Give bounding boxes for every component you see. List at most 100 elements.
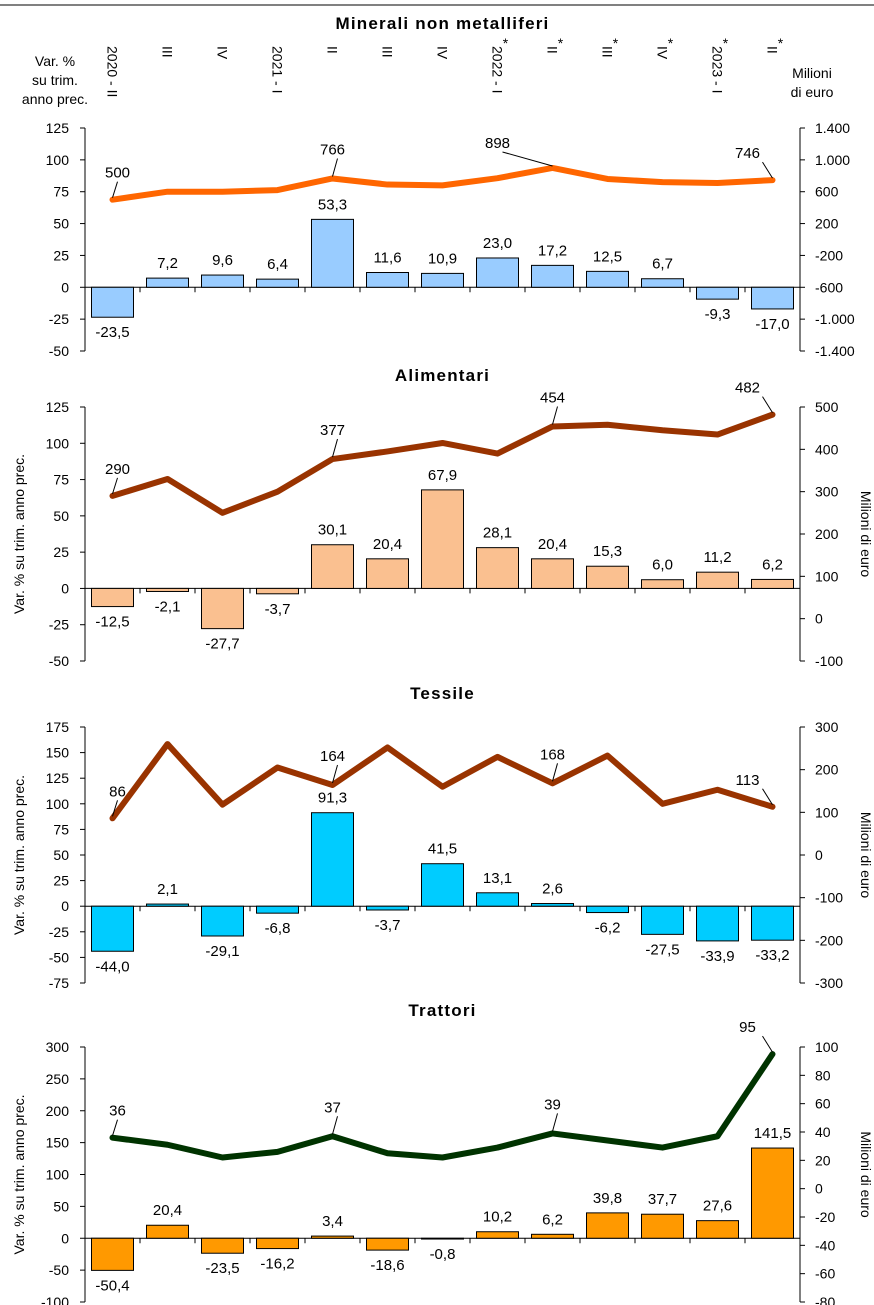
- quarter-label-1: III: [160, 46, 176, 58]
- line-label-leader-2-0: [112, 800, 118, 817]
- bar-0-12: [751, 286, 794, 310]
- right-tick-label-3-8: -60: [815, 1266, 835, 1282]
- bar-2-2: [201, 905, 244, 937]
- bar-label-2-8: 2,6: [542, 881, 563, 898]
- panel-title-0: Minerali non metalliferi: [336, 14, 550, 33]
- line-label-leader-1-2: [552, 406, 558, 425]
- line-label-leader-3-3: [762, 1035, 773, 1053]
- right-tick-label-1-6: -100: [815, 653, 843, 669]
- bar-1-9: [586, 565, 629, 589]
- bar-1-3: [256, 587, 299, 595]
- bar-label-2-1: 2,1: [157, 881, 178, 898]
- line-label-1-2: 454: [540, 389, 565, 406]
- panel-0: Minerali non metalliferi -50 -25 0 25 50 75 100…: [46, 14, 855, 359]
- bar-label-1-3: -3,7: [265, 601, 291, 618]
- bar-label-0-2: 9,6: [212, 252, 233, 269]
- bar-label-3-10: 37,7: [648, 1191, 677, 1208]
- bar-1-1: [146, 587, 189, 592]
- bar-label-0-12: -17,0: [755, 316, 789, 333]
- left-tick-label-0-7: 125: [46, 120, 70, 136]
- right-tick-label-2-0: 300: [815, 719, 839, 735]
- quarter-label-text-5: III: [380, 46, 396, 58]
- header-left-axis-title-1: su trim.: [32, 72, 78, 88]
- panel-title-2: Tessile: [410, 684, 475, 703]
- bar-label-0-7: 23,0: [483, 235, 512, 252]
- bar-label-3-6: -0,8: [430, 1246, 456, 1263]
- left-tick-label-1-0: -50: [49, 653, 69, 669]
- line-label-leader-0-2: [502, 151, 553, 167]
- line-label-leader-3-2: [552, 1113, 558, 1132]
- left-tick-label-2-10: 175: [46, 719, 70, 735]
- bar-3-7: [476, 1231, 519, 1239]
- bar-label-0-8: 17,2: [538, 242, 567, 259]
- left-tick-label-2-3: 0: [61, 898, 69, 914]
- quarter-label-12: II*: [765, 35, 784, 54]
- line-series-3: [109, 1051, 776, 1161]
- quarter-label-3: 2021 - I: [270, 46, 286, 93]
- left-tick-label-2-8: 125: [46, 770, 70, 786]
- bar-3-5: [366, 1237, 409, 1251]
- left-tick-label-0-1: -25: [49, 311, 69, 327]
- quarter-label-text-3: 2021 - I: [270, 46, 286, 93]
- bar-label-1-7: 28,1: [483, 525, 512, 542]
- left-tick-label-1-2: 0: [61, 580, 69, 596]
- bar-label-0-11: -9,3: [705, 306, 731, 323]
- bar-label-0-5: 11,6: [373, 250, 401, 267]
- bar-label-3-5: -18,6: [370, 1257, 404, 1274]
- right-tick-label-3-5: 0: [815, 1181, 823, 1197]
- left-tick-label-3-6: 200: [46, 1103, 70, 1119]
- line-label-leader-0-3: [762, 161, 773, 179]
- right-tick-label-3-3: 40: [815, 1124, 831, 1140]
- bar-label-2-10: -27,5: [645, 941, 679, 958]
- bar-0-11: [696, 286, 739, 300]
- left-tick-label-1-5: 75: [53, 472, 69, 488]
- line-label-leader-2-1: [332, 764, 338, 784]
- header-left-axis-title-2: anno prec.: [22, 91, 88, 107]
- line-label-1-1: 377: [320, 422, 345, 439]
- bar-label-1-0: -12,5: [95, 614, 129, 631]
- bar-2-8: [531, 903, 574, 907]
- bar-2-0: [91, 905, 134, 952]
- bar-3-6: [421, 1237, 464, 1240]
- line-label-leader-0-0: [112, 181, 118, 198]
- bar-label-3-12: 141,5: [754, 1125, 792, 1142]
- bar-label-1-8: 20,4: [538, 536, 567, 553]
- bar-0-10: [641, 278, 684, 288]
- left-axis-title-2: Var. % su trim. anno prec.: [11, 775, 27, 935]
- bar-0-0: [91, 286, 134, 318]
- bar-0-6: [421, 272, 464, 288]
- line-label-2-2: 168: [540, 746, 565, 763]
- right-tick-label-0-6: -1.000: [815, 311, 855, 327]
- quarter-label-9: III*: [600, 35, 619, 58]
- quarter-label-star-11: *: [723, 35, 729, 51]
- quarter-label-8: II*: [545, 35, 564, 54]
- quarter-label-text-8: II: [545, 46, 561, 54]
- line-label-1-3: 482: [735, 380, 760, 397]
- panel-1: Alimentari -50 -25 0 25 50 75 100 125 500 400 300 20…: [11, 366, 874, 669]
- right-tick-label-3-9: -80: [815, 1294, 835, 1305]
- left-tick-label-0-5: 75: [53, 184, 69, 200]
- bar-label-2-7: 13,1: [483, 870, 512, 887]
- left-tick-label-2-2: -25: [49, 924, 69, 940]
- bar-label-1-9: 15,3: [593, 543, 622, 560]
- bar-3-12: [751, 1147, 794, 1239]
- bar-2-12: [751, 905, 794, 941]
- right-tick-label-3-4: 20: [815, 1152, 831, 1168]
- bar-label-1-2: -27,7: [205, 636, 239, 653]
- header-left-axis-title-0: Var. %: [35, 53, 75, 69]
- right-axis-title-2: Milioni di euro: [858, 812, 874, 899]
- right-tick-label-1-3: 200: [815, 526, 839, 542]
- bar-3-9: [586, 1212, 629, 1239]
- left-tick-label-1-7: 125: [46, 399, 70, 415]
- bar-2-9: [586, 905, 629, 914]
- bar-label-0-0: -23,5: [95, 324, 129, 341]
- bar-3-3: [256, 1237, 299, 1250]
- quarter-label-star-12: *: [778, 35, 784, 51]
- bar-label-0-3: 6,4: [267, 256, 288, 273]
- right-tick-label-2-5: -200: [815, 932, 843, 948]
- left-tick-label-2-4: 25: [53, 873, 69, 889]
- right-tick-label-3-7: -40: [815, 1237, 835, 1253]
- line-label-2-1: 164: [320, 748, 345, 765]
- line-label-leader-2-2: [552, 763, 558, 782]
